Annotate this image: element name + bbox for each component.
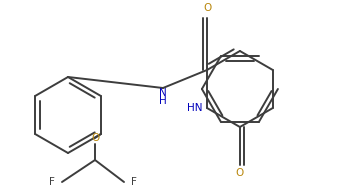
Text: F: F: [49, 177, 55, 187]
Text: O: O: [91, 133, 99, 143]
Text: F: F: [131, 177, 137, 187]
Text: O: O: [203, 3, 211, 13]
Text: O: O: [236, 168, 244, 178]
Text: H: H: [159, 96, 167, 106]
Text: HN: HN: [187, 103, 202, 113]
Text: N: N: [159, 88, 167, 98]
